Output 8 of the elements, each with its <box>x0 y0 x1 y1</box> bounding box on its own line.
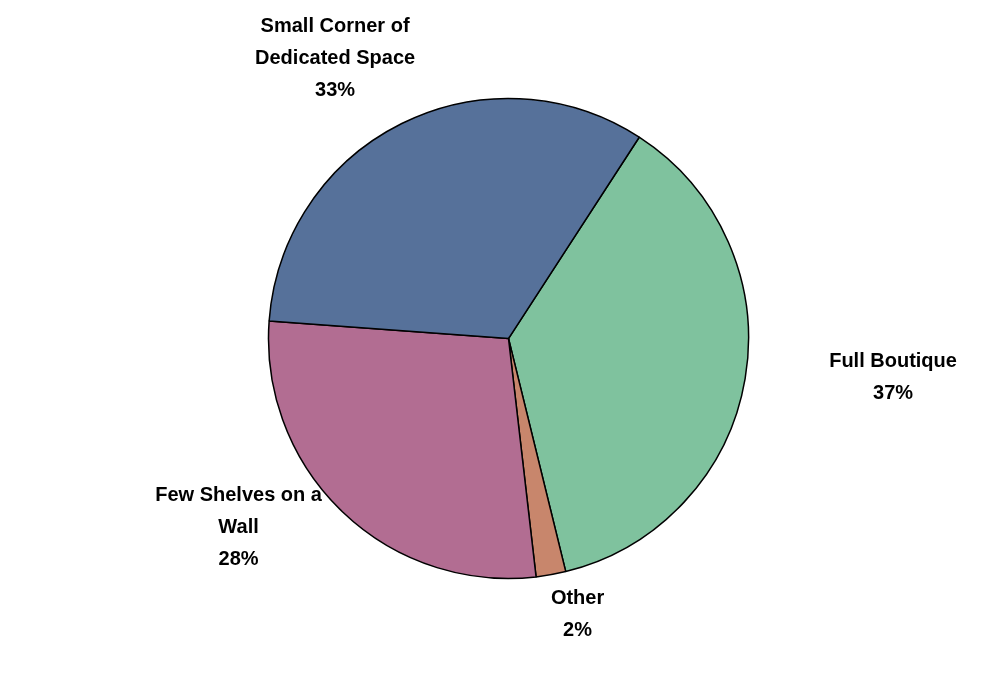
slice-label: Small Corner of Dedicated Space <box>255 13 416 68</box>
slice-label: Full Boutique <box>829 348 957 371</box>
slice-label: Few Shelves on a Wall <box>155 482 323 537</box>
data-label: 37% <box>873 380 914 403</box>
data-label: 33% <box>315 77 356 100</box>
data-label: 2% <box>563 617 593 640</box>
slice-label: Other <box>550 585 605 608</box>
data-label: 28% <box>218 546 259 569</box>
